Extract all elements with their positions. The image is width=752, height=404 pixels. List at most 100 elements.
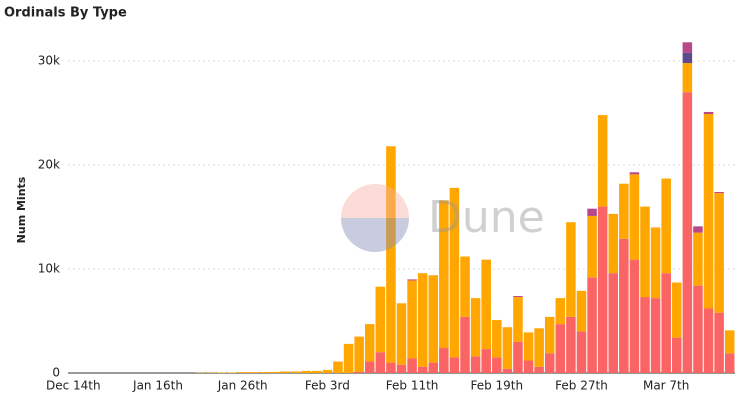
bar-segment xyxy=(513,297,523,342)
bar-segment xyxy=(312,370,322,373)
bar-segment xyxy=(396,364,407,373)
chart-title: Ordinals By Type xyxy=(4,6,127,21)
bar-segment xyxy=(460,256,470,317)
bar-segment xyxy=(703,114,714,309)
watermark-logo xyxy=(341,184,409,218)
bar-segment xyxy=(576,331,587,373)
bar-segment xyxy=(280,371,290,373)
bar-segment xyxy=(566,316,576,373)
y-axis-label: Num Mints xyxy=(15,176,28,243)
bar-segment xyxy=(703,308,714,373)
bar-segment xyxy=(269,371,280,373)
y-tick-label: 0 xyxy=(52,366,60,380)
bar-segment xyxy=(576,290,587,332)
bar-segment xyxy=(333,361,343,373)
bar-segment xyxy=(259,371,269,373)
bar-segment xyxy=(322,369,333,373)
bar-segment xyxy=(481,259,491,350)
bar-segment xyxy=(470,356,481,373)
bar-segment xyxy=(597,206,608,373)
x-tick-label: Feb 3rd xyxy=(305,379,350,393)
bar-segment xyxy=(693,232,703,286)
bar-segment xyxy=(237,372,248,373)
bar-segment xyxy=(460,316,470,373)
bar-segment xyxy=(502,368,513,373)
bar-segment xyxy=(555,298,566,325)
bar-segment xyxy=(544,316,555,354)
x-tick-label: Mar 7th xyxy=(643,379,689,393)
watermark-text: Dune xyxy=(428,192,545,243)
bar-segment xyxy=(481,349,491,373)
bar-segment xyxy=(449,357,460,373)
bar-segment xyxy=(619,238,629,373)
bar-segment xyxy=(608,273,619,373)
bar-segment xyxy=(534,328,544,367)
bar-segment xyxy=(587,208,597,216)
x-tick-label: Dec 14th xyxy=(46,379,101,393)
bar-segment xyxy=(714,192,724,194)
bar-segment xyxy=(216,372,227,373)
bar-segment xyxy=(661,273,671,373)
bar-segment xyxy=(608,213,619,274)
bar-segment xyxy=(492,357,502,373)
bar-segment xyxy=(396,303,407,365)
bar-segment xyxy=(544,353,555,373)
bar-segment xyxy=(513,341,523,373)
bar-segment xyxy=(439,200,449,349)
bar-segment xyxy=(428,275,439,363)
bar-segment xyxy=(375,352,386,373)
bar-segment xyxy=(470,298,481,357)
bar-segment xyxy=(724,353,735,373)
bar-segment xyxy=(407,280,417,359)
bar-segment xyxy=(364,324,375,362)
watermark-logo xyxy=(341,218,409,252)
bar-segment xyxy=(650,227,661,299)
bar-segment xyxy=(301,370,311,373)
bar-segment xyxy=(682,92,693,373)
bar-segment xyxy=(587,215,597,278)
y-tick-label: 10k xyxy=(38,262,60,276)
bar-segment xyxy=(227,372,237,373)
bar-segment xyxy=(629,174,640,260)
bar-segment xyxy=(417,273,428,367)
bar-segment xyxy=(523,332,534,361)
bar-segment xyxy=(343,343,354,373)
bar-segment xyxy=(682,42,693,53)
bar-segment xyxy=(597,115,608,207)
bar-segment xyxy=(439,348,449,373)
bar-segment xyxy=(703,111,714,115)
bar-segment xyxy=(629,172,640,175)
bar-segment xyxy=(619,183,629,239)
x-tick-label: Jan 26th xyxy=(217,379,268,393)
watermark: Dune xyxy=(341,184,545,252)
bar-segment xyxy=(693,285,703,373)
x-tick-label: Feb 11th xyxy=(386,379,439,393)
y-tick-label: 20k xyxy=(38,158,60,172)
bar-segment xyxy=(354,336,364,372)
bar-segment xyxy=(587,277,597,373)
bar-segment xyxy=(364,361,375,373)
bar-segment xyxy=(407,279,417,281)
bar-segment xyxy=(629,259,640,373)
bar-segment xyxy=(502,327,513,369)
bar-segment xyxy=(290,371,301,373)
bar-segment xyxy=(354,371,364,373)
bar-segment xyxy=(682,52,693,64)
bar-segment xyxy=(492,319,502,358)
bar-segment xyxy=(555,324,566,373)
bar-segment xyxy=(693,226,703,233)
bar-segment xyxy=(650,298,661,373)
y-tick-label: 30k xyxy=(38,54,60,68)
bar-segment xyxy=(640,297,650,373)
bar-segment xyxy=(714,193,724,313)
bar-segment xyxy=(386,362,396,373)
bar-segment xyxy=(640,206,650,298)
bar-segment xyxy=(661,178,671,274)
bar-segment xyxy=(566,222,576,317)
bar-segment xyxy=(682,63,693,93)
bar-segment xyxy=(386,146,396,363)
bar-segment xyxy=(417,366,428,373)
x-tick-label: Feb 19th xyxy=(470,379,523,393)
bar-segment xyxy=(534,366,544,373)
bar-segment xyxy=(672,282,682,338)
